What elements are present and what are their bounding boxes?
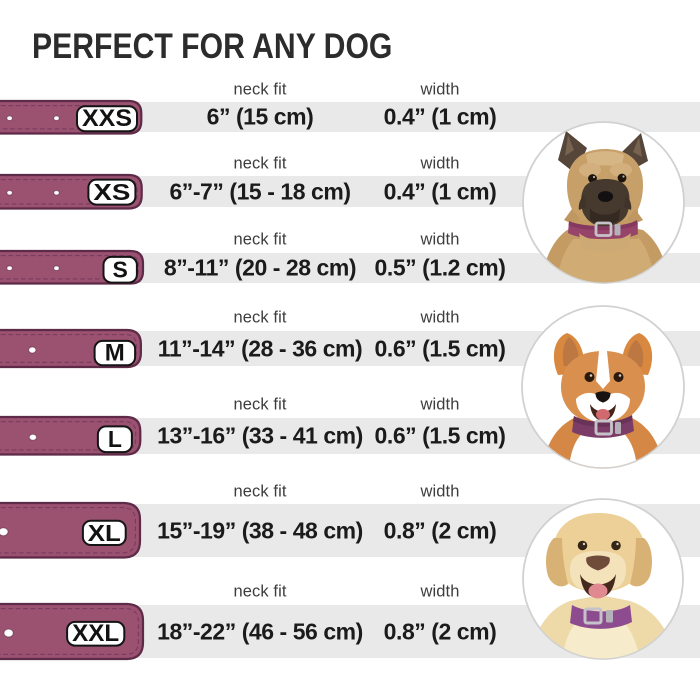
svg-text:XL: XL (88, 520, 121, 546)
svg-text:XS: XS (93, 179, 130, 205)
svg-text:XXS: XXS (82, 105, 132, 132)
svg-text:L: L (108, 426, 122, 452)
svg-text:M: M (105, 339, 125, 366)
svg-text:S: S (113, 257, 128, 283)
svg-text:XXL: XXL (72, 620, 119, 647)
